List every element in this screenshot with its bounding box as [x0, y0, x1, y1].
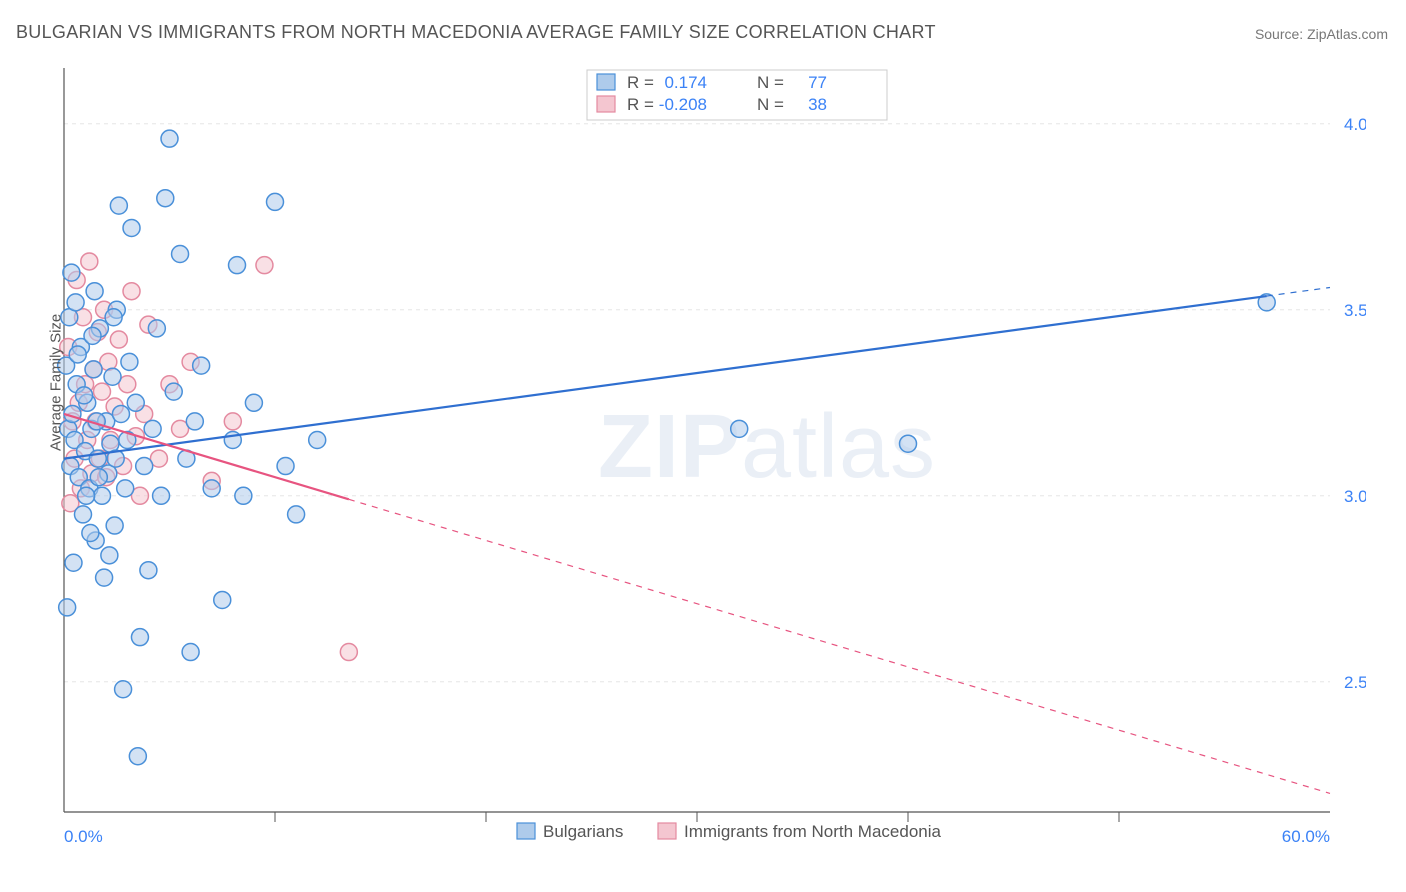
svg-text:Immigrants from North Macedoni: Immigrants from North Macedonia	[684, 822, 942, 841]
svg-text:3.00: 3.00	[1344, 487, 1366, 506]
svg-text:ZIPatlas: ZIPatlas	[598, 397, 936, 497]
svg-text:N =: N =	[757, 73, 784, 92]
svg-text:0.174: 0.174	[664, 73, 707, 92]
svg-text:Bulgarians: Bulgarians	[543, 822, 623, 841]
svg-text:N =: N =	[757, 95, 784, 114]
chart-title: BULGARIAN VS IMMIGRANTS FROM NORTH MACED…	[16, 22, 936, 43]
svg-text:77: 77	[808, 73, 827, 92]
source-attribution: Source: ZipAtlas.com	[1255, 26, 1388, 42]
svg-text:R =: R =	[627, 95, 654, 114]
svg-text:2.50: 2.50	[1344, 673, 1366, 692]
chart-svg: ZIPatlas 2.50 3.00 3.50 4.00 R = 0.174 N = 77 R =…	[48, 56, 1366, 846]
y-axis-label: Average Family Size	[48, 314, 65, 451]
svg-text:38: 38	[808, 95, 827, 114]
svg-text:-0.208: -0.208	[659, 95, 707, 114]
svg-text:4.00: 4.00	[1344, 115, 1366, 134]
svg-text:R =: R =	[627, 73, 654, 92]
svg-text:60.0%: 60.0%	[1282, 827, 1330, 846]
svg-text:3.50: 3.50	[1344, 301, 1366, 320]
svg-text:0.0%: 0.0%	[64, 827, 103, 846]
correlation-scatter-chart: Average Family Size ZIPatlas 2.50 3.00 3.50…	[48, 56, 1366, 846]
